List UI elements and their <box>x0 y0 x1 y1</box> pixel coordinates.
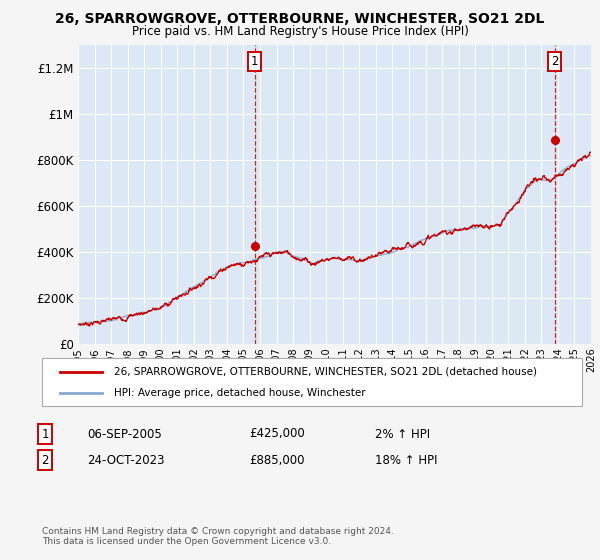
Text: 18% ↑ HPI: 18% ↑ HPI <box>375 454 437 467</box>
Text: 26, SPARROWGROVE, OTTERBOURNE, WINCHESTER, SO21 2DL: 26, SPARROWGROVE, OTTERBOURNE, WINCHESTE… <box>55 12 545 26</box>
Text: 2: 2 <box>41 454 49 467</box>
Text: 1: 1 <box>41 427 49 441</box>
Text: 26, SPARROWGROVE, OTTERBOURNE, WINCHESTER, SO21 2DL (detached house): 26, SPARROWGROVE, OTTERBOURNE, WINCHESTE… <box>114 367 537 377</box>
Text: 1: 1 <box>251 55 259 68</box>
Text: £885,000: £885,000 <box>249 454 305 467</box>
Text: 2: 2 <box>551 55 559 68</box>
Text: Contains HM Land Registry data © Crown copyright and database right 2024.
This d: Contains HM Land Registry data © Crown c… <box>42 526 394 546</box>
Text: 24-OCT-2023: 24-OCT-2023 <box>87 454 164 467</box>
Text: 06-SEP-2005: 06-SEP-2005 <box>87 427 162 441</box>
Text: £425,000: £425,000 <box>249 427 305 441</box>
Text: HPI: Average price, detached house, Winchester: HPI: Average price, detached house, Winc… <box>114 388 365 398</box>
Text: 2% ↑ HPI: 2% ↑ HPI <box>375 427 430 441</box>
Text: Price paid vs. HM Land Registry's House Price Index (HPI): Price paid vs. HM Land Registry's House … <box>131 25 469 38</box>
